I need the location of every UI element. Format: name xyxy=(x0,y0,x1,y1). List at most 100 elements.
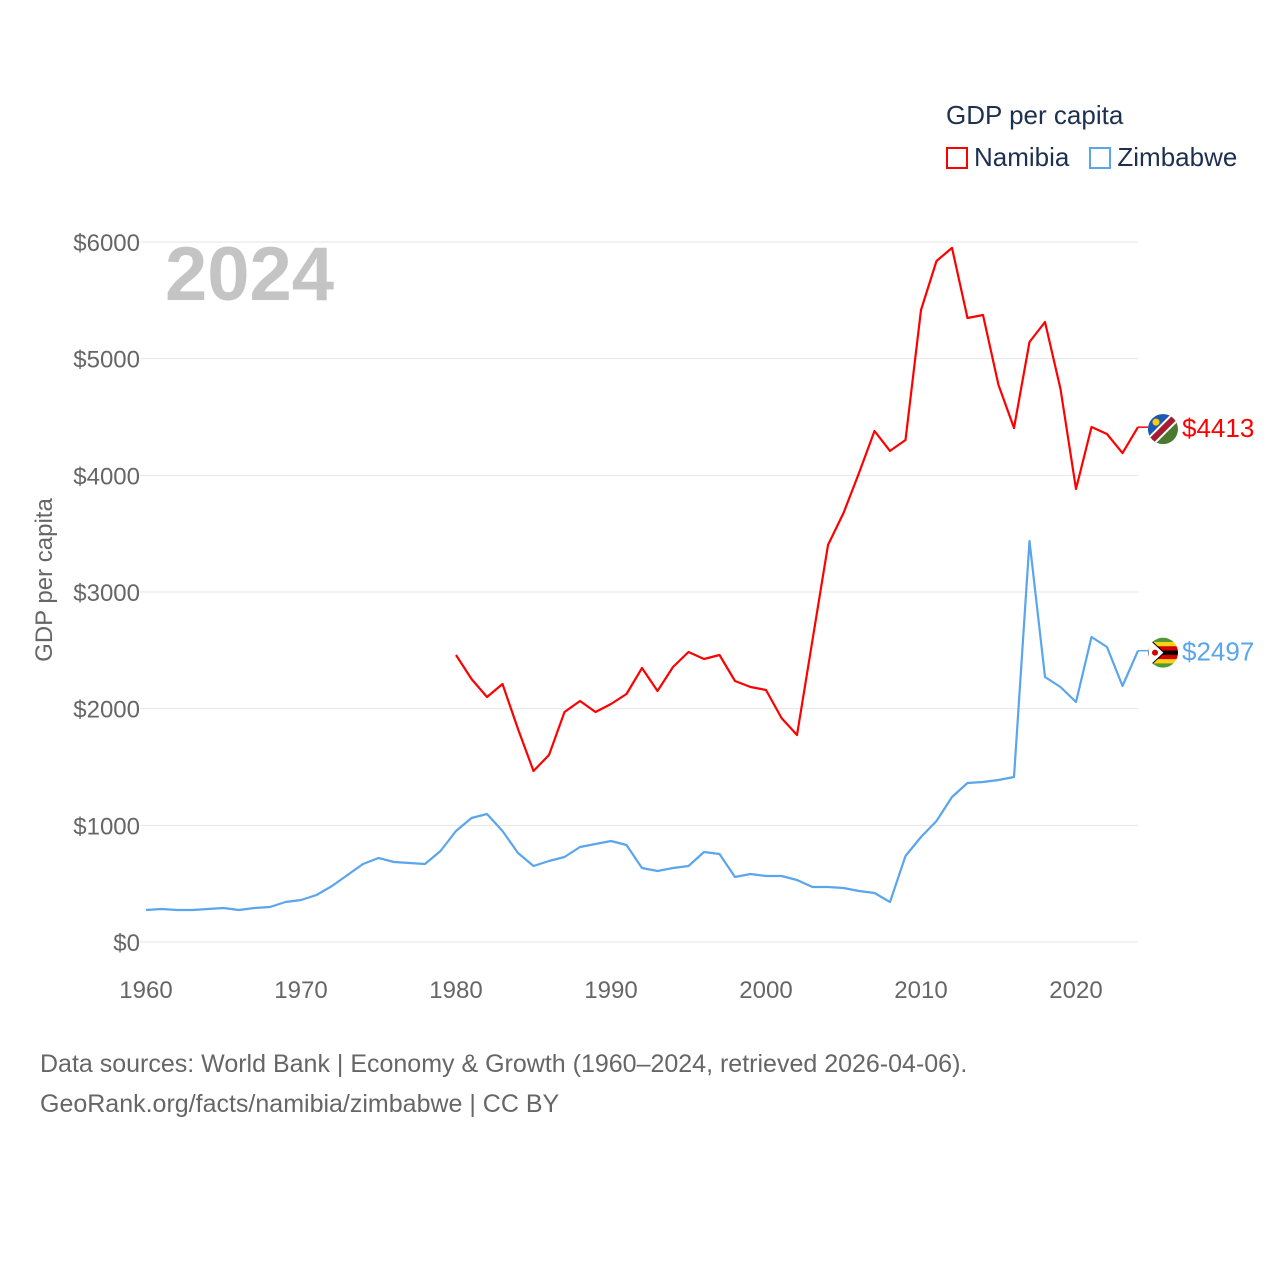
data-point xyxy=(687,650,691,654)
y-tick-label: $0 xyxy=(113,930,140,957)
data-point xyxy=(795,878,799,882)
data-point xyxy=(1043,320,1047,324)
data-point xyxy=(749,685,753,689)
data-point xyxy=(284,900,288,904)
data-point xyxy=(516,727,520,731)
legend-label: Namibia xyxy=(974,142,1070,172)
data-point xyxy=(299,898,303,902)
data-point xyxy=(470,816,474,820)
x-tick-label: 1990 xyxy=(584,977,637,1004)
data-point xyxy=(826,885,830,889)
data-point xyxy=(330,884,334,888)
data-point xyxy=(578,845,582,849)
end-value-label: $2497 xyxy=(1182,637,1254,667)
data-point xyxy=(935,259,939,263)
legend-swatch-zimbabwe xyxy=(1089,146,1112,169)
data-point xyxy=(578,699,582,703)
data-point xyxy=(454,829,458,833)
y-axis-label: GDP per capita xyxy=(31,498,58,662)
data-point xyxy=(981,313,985,317)
data-point xyxy=(470,677,474,681)
data-point xyxy=(532,769,536,773)
data-point xyxy=(1012,426,1016,430)
data-point xyxy=(1090,635,1094,639)
data-point xyxy=(1012,775,1016,779)
data-point xyxy=(206,907,210,911)
zimbabwe-flag-icon xyxy=(1148,637,1178,668)
data-point xyxy=(811,885,815,889)
data-point xyxy=(919,308,923,312)
data-point xyxy=(811,638,815,642)
data-point xyxy=(454,653,458,657)
y-tick-label: $6000 xyxy=(73,230,140,257)
data-point xyxy=(268,905,272,909)
data-point xyxy=(656,689,660,693)
data-point xyxy=(625,843,629,847)
data-point xyxy=(408,861,412,865)
data-point xyxy=(144,908,148,912)
data-point xyxy=(904,438,908,442)
data-point xyxy=(842,886,846,890)
data-point xyxy=(687,864,691,868)
data-point xyxy=(1074,487,1078,491)
legend-item-zimbabwe[interactable]: Zimbabwe xyxy=(1089,142,1237,173)
data-point xyxy=(1105,432,1109,436)
y-tick-label: $4000 xyxy=(73,463,140,490)
namibia-flag-icon xyxy=(1148,414,1178,445)
data-point xyxy=(594,710,598,714)
data-point xyxy=(919,835,923,839)
legend-swatch-namibia xyxy=(946,146,968,169)
data-point xyxy=(780,874,784,878)
data-point xyxy=(826,543,830,547)
data-point xyxy=(888,449,892,453)
data-point xyxy=(1121,684,1125,688)
attribution-link[interactable]: GeoRank.org/facts/namibia/zimbabwe | CC … xyxy=(40,1090,560,1118)
data-point xyxy=(656,869,660,873)
y-tick-label: $2000 xyxy=(73,697,140,724)
data-point xyxy=(501,829,505,833)
data-point xyxy=(733,875,737,879)
data-point xyxy=(950,795,954,799)
footer: Data sources: World Bank | Economy & Gro… xyxy=(40,1044,967,1124)
data-point xyxy=(1028,340,1032,344)
data-point xyxy=(175,908,179,912)
data-source-text: Data sources: World Bank | Economy & Gro… xyxy=(40,1050,968,1078)
data-point xyxy=(1074,700,1078,704)
data-point xyxy=(361,862,365,866)
data-point xyxy=(346,873,350,877)
data-point xyxy=(1059,387,1063,391)
data-point xyxy=(1105,645,1109,649)
data-point xyxy=(981,780,985,784)
x-tick-label: 2010 xyxy=(894,977,947,1004)
year-watermark: 2024 xyxy=(165,232,334,317)
data-point xyxy=(966,781,970,785)
data-point xyxy=(842,511,846,515)
data-point xyxy=(501,682,505,686)
data-point xyxy=(1028,539,1032,543)
data-point xyxy=(625,692,629,696)
data-point xyxy=(764,874,768,878)
series-line-zimbabwe xyxy=(145,539,1140,912)
data-point xyxy=(718,653,722,657)
data-point xyxy=(997,383,1001,387)
data-point xyxy=(516,851,520,855)
data-point xyxy=(485,695,489,699)
data-point xyxy=(764,688,768,692)
data-point xyxy=(609,839,613,843)
legend-label: Zimbabwe xyxy=(1117,142,1238,172)
data-point xyxy=(904,854,908,858)
data-point xyxy=(1090,425,1094,429)
data-point xyxy=(594,842,598,846)
data-point xyxy=(733,679,737,683)
y-tick-label: $3000 xyxy=(73,580,140,607)
data-point xyxy=(485,812,489,816)
data-point xyxy=(950,246,954,250)
legend: Namibia Zimbabwe xyxy=(946,142,1237,173)
data-point xyxy=(857,471,861,475)
legend-item-namibia[interactable]: Namibia xyxy=(946,142,1069,173)
data-point xyxy=(888,900,892,904)
series-line-namibia xyxy=(455,246,1139,773)
data-point xyxy=(377,856,381,860)
data-point xyxy=(718,852,722,856)
data-point xyxy=(749,872,753,876)
